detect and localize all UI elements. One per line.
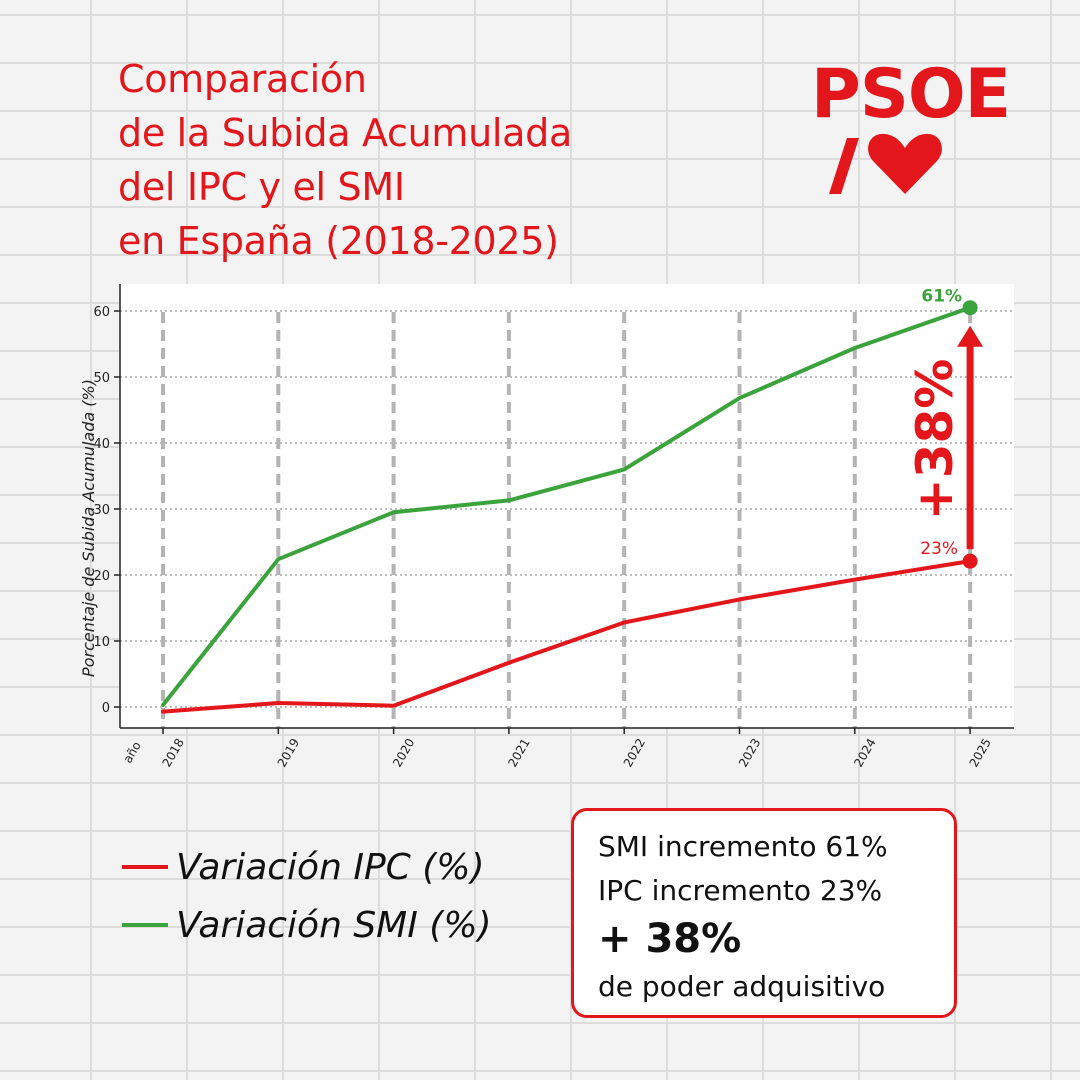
title-line-3: del IPC y el SMI <box>118 165 405 209</box>
series-line-ipc <box>161 559 973 714</box>
series-lines <box>161 305 973 714</box>
y-tick-label: 40 <box>93 437 110 452</box>
title-line-2: de la Subida Acumulada <box>118 111 572 155</box>
chart-legend: Variación IPC (%) Variación SMI (%) <box>122 838 492 954</box>
legend-swatch-ipc <box>122 865 168 869</box>
legend-swatch-smi <box>122 923 168 927</box>
x-tick-label: 2022 <box>621 736 648 769</box>
summary-box: SMI incremento 61% IPC incremento 23% + … <box>571 808 957 1018</box>
ipc-end-marker <box>962 553 978 569</box>
y-tick-label: 10 <box>93 635 110 650</box>
title-line-4: en España (2018-2025) <box>118 219 559 263</box>
psoe-logo: PSOE <box>805 58 1011 203</box>
smi-end-label: 61% <box>921 287 962 307</box>
x-tick-label: 2018 <box>159 736 186 769</box>
axes <box>119 284 1014 729</box>
smi-end-marker <box>962 300 978 316</box>
legend-item-ipc: Variación IPC (%) <box>122 838 492 896</box>
x-tick-label: 2020 <box>390 736 417 769</box>
y-tick-label: 0 <box>102 701 110 716</box>
series-line-smi <box>161 305 973 707</box>
y-tick-label: 30 <box>93 503 110 518</box>
legend-label-ipc: Variación IPC (%) <box>176 846 485 888</box>
title-line-1: Comparación <box>118 57 367 101</box>
x-axis-ticks: 2018 2019 2020 2021 2022 2023 2024 2025 <box>159 728 994 770</box>
y-axis-title: Porcentaje de Subida Acumulada (%) <box>79 379 98 677</box>
summary-smi-line: SMI incremento 61% <box>598 830 888 863</box>
summary-difference: + 38% <box>598 916 742 962</box>
x-axis-name: año <box>120 739 143 765</box>
chart-title: Comparación de la Subida Acumulada del I… <box>118 52 572 268</box>
slash-heart-icon <box>829 133 942 194</box>
x-tick-label: 2021 <box>505 736 532 769</box>
ipc-end-label: 23% <box>920 539 958 559</box>
difference-arrow-head <box>957 325 984 347</box>
y-tick-label: 50 <box>93 371 110 386</box>
y-axis-ticks: 0 10 20 30 40 50 60 <box>93 305 120 716</box>
y-tick-label: 20 <box>93 569 110 584</box>
x-tick-label: 2019 <box>275 736 302 769</box>
difference-annotation: +38% <box>906 359 964 521</box>
plot-background <box>120 284 1014 728</box>
x-tick-label: 2025 <box>967 736 994 769</box>
summary-ipc-line: IPC incremento 23% <box>598 874 883 907</box>
legend-label-smi: Variación SMI (%) <box>176 904 492 946</box>
summary-caption: de poder adquisitivo <box>598 970 886 1003</box>
logo-text: PSOE <box>811 55 1011 134</box>
legend-item-smi: Variación SMI (%) <box>122 896 492 954</box>
y-tick-label: 60 <box>93 305 110 320</box>
horizontal-gridlines <box>120 310 1014 708</box>
annotations: 61% 23% +38% <box>906 287 984 569</box>
x-tick-label: 2023 <box>736 736 763 769</box>
x-tick-label: 2024 <box>851 736 878 769</box>
